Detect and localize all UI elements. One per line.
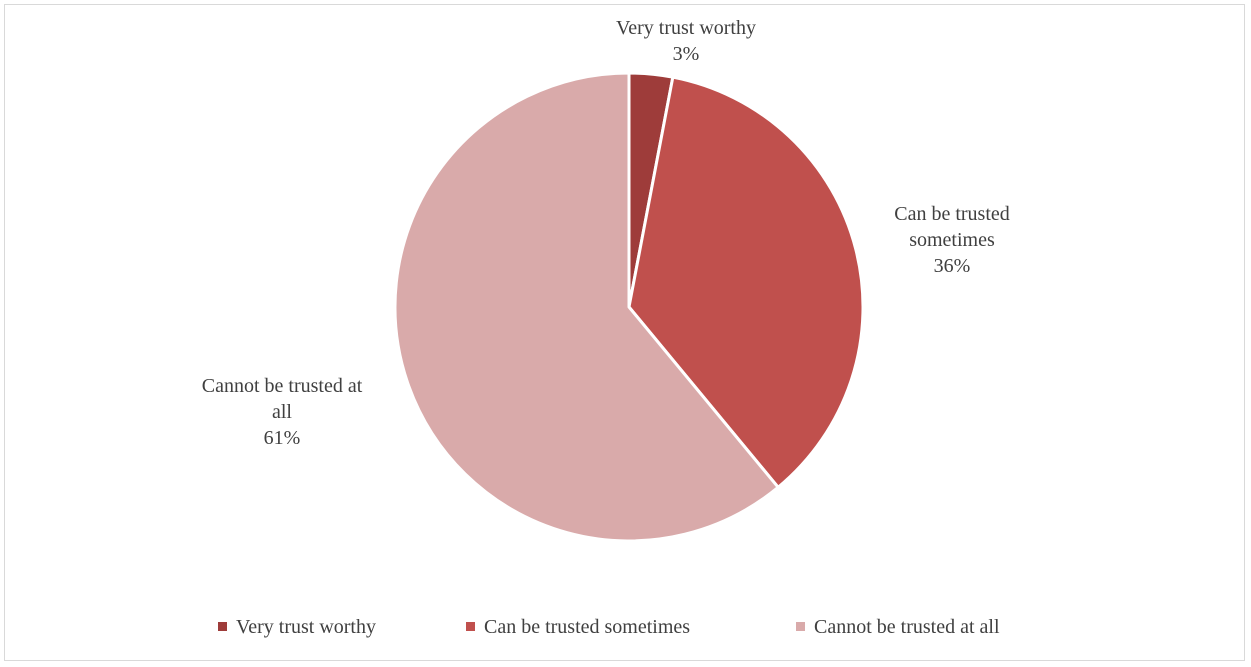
data-label-cannot-be-trusted-at-all: Cannot be trusted at all 61% (202, 375, 363, 449)
pie-slices (393, 71, 865, 543)
legend-label: Very trust worthy (236, 616, 376, 638)
legend: Very trust worthy Can be trusted sometime… (218, 616, 1000, 638)
data-labels: Very trust worthy 3% Can be trusted sometim… (202, 17, 1010, 449)
legend-item-can-be-trusted-sometimes: Can be trusted sometimes (466, 616, 690, 638)
pie-slice-cannot-be-trusted-at-all (393, 71, 780, 543)
data-label-can-be-trusted-sometimes: Can be trusted sometimes 36% (894, 203, 1010, 277)
legend-item-cannot-be-trusted-at-all: Cannot be trusted at all (796, 616, 1000, 638)
legend-swatch (218, 622, 227, 631)
pie-slice-can-be-trusted-sometimes (627, 75, 865, 489)
legend-item-very-trust-worthy: Very trust worthy (218, 616, 376, 638)
data-label-very-trust-worthy: Very trust worthy 3% (616, 17, 756, 65)
legend-swatch (796, 622, 805, 631)
legend-swatch (466, 622, 475, 631)
legend-label: Can be trusted sometimes (484, 616, 690, 638)
legend-label: Cannot be trusted at all (814, 616, 1000, 638)
